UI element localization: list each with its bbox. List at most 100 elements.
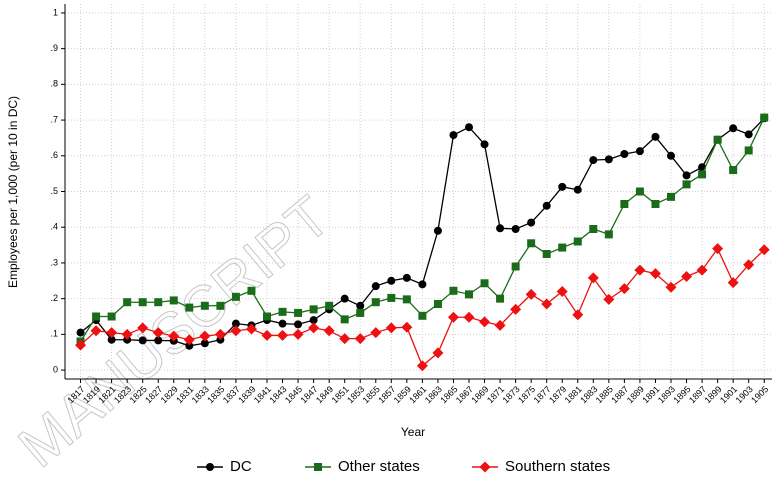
point: [277, 329, 289, 341]
point: [309, 305, 318, 314]
point: [107, 335, 116, 344]
point: [681, 271, 693, 282]
point: [603, 293, 615, 305]
point: [247, 286, 256, 295]
point: [294, 308, 303, 317]
point: [371, 282, 380, 291]
point: [169, 296, 178, 305]
legend-label: Other states: [338, 458, 420, 475]
point: [463, 311, 475, 323]
point: [92, 312, 101, 321]
point: [667, 192, 675, 201]
point: [573, 237, 582, 246]
point: [620, 200, 629, 208]
point: [604, 155, 613, 164]
point: [729, 166, 738, 175]
point: [744, 130, 753, 139]
point: [314, 463, 322, 471]
y-tick-label: 0: [53, 364, 58, 374]
point: [371, 298, 380, 307]
y-tick-label: .8: [50, 79, 58, 89]
point: [635, 147, 644, 156]
point: [572, 309, 584, 321]
point: [525, 288, 537, 300]
point: [527, 239, 536, 248]
point: [387, 276, 396, 285]
point: [480, 140, 489, 149]
point: [183, 334, 195, 346]
point: [138, 336, 147, 345]
point: [511, 225, 520, 233]
point: [185, 341, 194, 350]
point: [325, 301, 334, 310]
point: [433, 300, 442, 308]
point: [729, 124, 738, 133]
point: [231, 292, 240, 301]
point: [465, 290, 473, 299]
point: [370, 327, 382, 339]
point: [634, 264, 646, 276]
point: [479, 461, 491, 473]
point: [402, 295, 411, 304]
point: [635, 187, 644, 196]
point: [494, 319, 506, 331]
y-tick-label: .9: [50, 43, 58, 53]
point: [743, 259, 755, 271]
point: [401, 321, 413, 333]
point: [278, 319, 287, 328]
point: [713, 135, 722, 144]
point: [152, 327, 164, 339]
point: [309, 316, 318, 325]
y-tick-label: .7: [50, 114, 58, 124]
point: [154, 298, 163, 307]
y-tick-label: .4: [50, 222, 58, 232]
point: [340, 315, 349, 324]
legend-label: Southern states: [505, 458, 610, 475]
point: [449, 131, 458, 140]
legend-label: DC: [230, 458, 252, 475]
point: [308, 322, 320, 334]
point: [667, 151, 675, 160]
point: [618, 283, 630, 295]
point: [387, 293, 396, 302]
point: [138, 298, 147, 307]
point: [480, 279, 489, 288]
y-tick-label: .2: [50, 293, 58, 303]
point: [292, 328, 304, 340]
point: [261, 329, 273, 341]
point: [698, 170, 707, 179]
point: [682, 171, 691, 180]
point: [682, 180, 691, 189]
point: [558, 182, 567, 191]
x-axis-label: Year: [401, 425, 425, 439]
point: [416, 360, 428, 372]
point: [263, 312, 271, 321]
point: [231, 319, 240, 328]
point: [511, 262, 520, 271]
point: [620, 150, 629, 158]
point: [90, 325, 102, 337]
point: [433, 226, 442, 235]
point: [154, 336, 163, 345]
y-tick-label: .3: [50, 257, 58, 267]
point: [323, 325, 335, 337]
point: [449, 286, 458, 295]
point: [418, 280, 427, 289]
point: [168, 330, 180, 342]
point: [200, 339, 209, 348]
point: [465, 123, 473, 132]
point: [76, 328, 85, 337]
point: [649, 268, 661, 280]
point: [354, 333, 366, 345]
point: [278, 307, 287, 316]
point: [199, 330, 211, 342]
point: [542, 201, 551, 210]
x-tick-label: 1905: [749, 384, 770, 405]
point: [402, 273, 411, 282]
y-tick-label: 1: [53, 7, 58, 17]
point: [651, 132, 660, 141]
point: [556, 286, 568, 297]
y-axis-label: Employees per 1,000 (per 10 in DC): [6, 96, 20, 288]
point: [339, 333, 351, 345]
